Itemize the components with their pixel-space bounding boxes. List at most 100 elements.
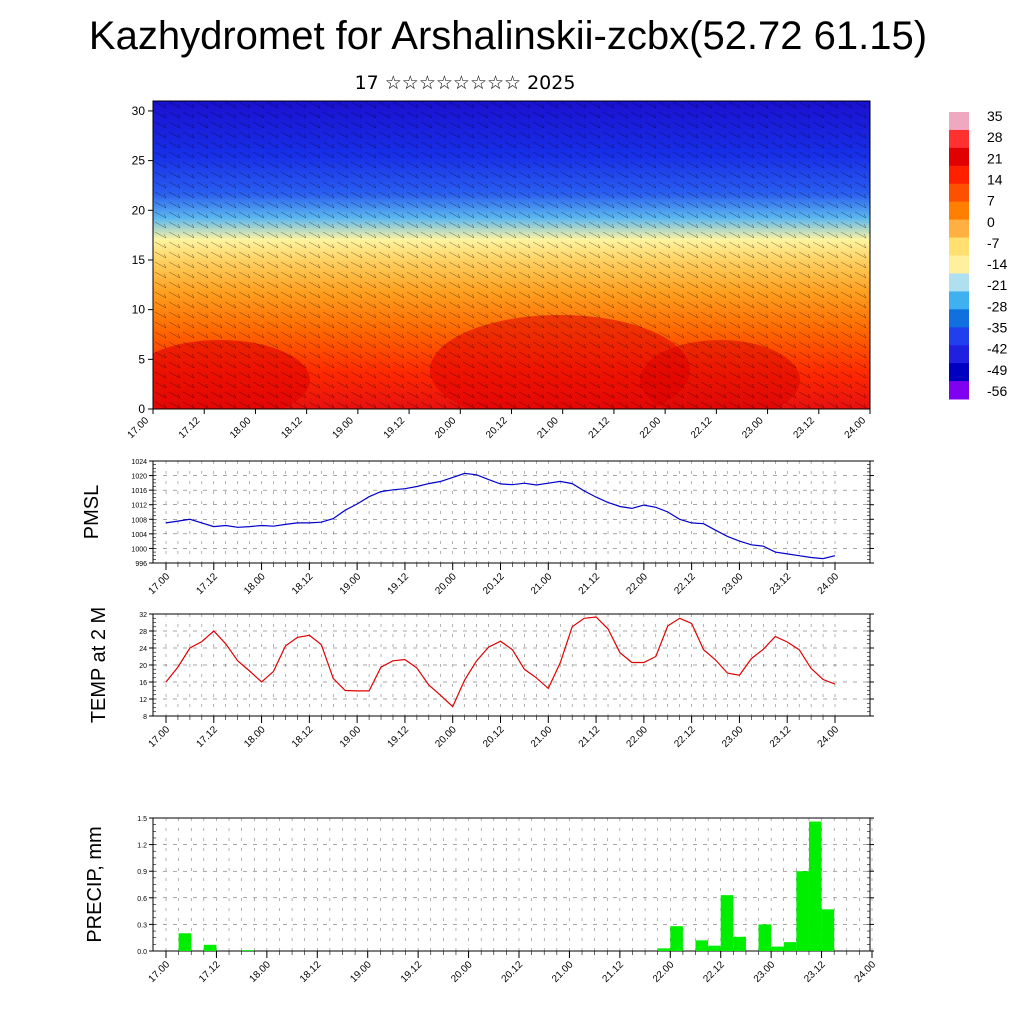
precip-bar	[203, 944, 217, 951]
colorbar-label: 28	[987, 129, 1003, 145]
y-tick-label: 1004	[131, 532, 147, 539]
colorbar-label: -49	[987, 362, 1007, 378]
x-tick-label: 17.00	[147, 959, 173, 985]
colorbar-label: 7	[987, 193, 995, 209]
y-tick-label: 0.6	[137, 896, 147, 903]
y-tick-label: 25	[132, 154, 146, 168]
x-tick-label: 23.12	[802, 959, 828, 985]
colorbar-label: -42	[987, 341, 1007, 357]
x-tick-label: 23.00	[720, 724, 746, 750]
x-tick-label: 17.12	[194, 571, 220, 597]
x-tick-label: 23.00	[720, 571, 746, 597]
x-tick-label: 20.00	[433, 724, 459, 750]
colorbar-label: -7	[987, 235, 1000, 251]
colorbar-swatch	[949, 112, 969, 131]
colorbar-label: 35	[987, 108, 1003, 124]
precip-bar	[670, 926, 683, 951]
colorbar-swatch	[949, 381, 969, 400]
colorbar-swatch	[949, 201, 969, 221]
x-tick-label: 22.00	[625, 724, 651, 750]
colorbar-label: 14	[987, 171, 1003, 187]
x-tick-label: 19.00	[331, 415, 357, 441]
series-line	[165, 472, 836, 560]
page-subtitle: 17 ☆☆☆☆☆☆☆☆ 2025	[354, 72, 576, 94]
colorbar-swatch	[949, 327, 969, 346]
colorbar-label: -28	[987, 298, 1007, 314]
x-tick-label: 20.12	[484, 415, 510, 441]
precip-bar	[708, 945, 721, 951]
x-tick-label: 20.12	[481, 724, 507, 750]
x-tick-label: 18.00	[242, 571, 268, 597]
precip-bar	[720, 895, 734, 951]
x-tick-label: 18.12	[298, 959, 324, 985]
x-tick-label: 22.12	[672, 571, 698, 597]
colorbar-label: 21	[987, 150, 1003, 166]
x-tick-label: 24.00	[816, 571, 842, 597]
y-tick-label: 15	[132, 253, 146, 267]
colorbar-swatch	[949, 219, 969, 239]
precip-bar	[771, 946, 784, 951]
x-tick-label: 21.12	[577, 571, 603, 597]
x-tick-label: 22.00	[625, 571, 651, 597]
colorbar-label: -21	[987, 277, 1007, 293]
y-axis-title: PRECIP, mm	[84, 826, 106, 942]
y-tick-label: 5	[138, 352, 145, 366]
x-tick-label: 18.00	[248, 959, 274, 985]
x-tick-label: 22.00	[638, 415, 664, 441]
x-tick-label: 21.00	[529, 571, 555, 597]
y-tick-label: 1.2	[137, 843, 147, 850]
y-axis-title: TEMP at 2 M	[88, 607, 110, 723]
colorbar-swatch	[949, 237, 969, 256]
y-tick-label: 30	[132, 104, 146, 118]
colorbar-swatch	[949, 165, 969, 185]
x-tick-label: 21.12	[587, 415, 613, 441]
x-tick-label: 21.12	[601, 959, 627, 985]
x-tick-label: 17.12	[197, 959, 223, 985]
precip-bar	[657, 948, 671, 951]
x-tick-label: 19.12	[399, 959, 425, 985]
colorbar-swatch	[949, 273, 969, 292]
x-tick-label: 21.00	[529, 724, 555, 750]
y-tick-label: 24	[139, 646, 147, 653]
y-tick-label: 1020	[131, 474, 147, 481]
precip-bar	[796, 871, 809, 951]
colorbar: 35 28 21 14 7 0 -7 -14 -21 -28 -35 -42 -49 -56	[949, 108, 1007, 400]
y-tick-label: 0.3	[137, 922, 147, 929]
x-tick-label: 22.00	[651, 959, 677, 985]
x-tick-label: 19.00	[338, 571, 364, 597]
precip-bar	[695, 940, 709, 951]
y-tick-label: 1.5	[137, 816, 147, 823]
x-tick-label: 17.12	[194, 724, 220, 750]
colorbar-swatch	[949, 345, 969, 364]
x-tick-label: 21.12	[577, 724, 603, 750]
x-tick-label: 20.12	[481, 571, 507, 597]
x-tick-label: 18.12	[290, 571, 316, 597]
x-tick-label: 19.00	[348, 959, 374, 985]
precip-bar	[783, 942, 797, 951]
y-tick-label: 12	[139, 697, 147, 704]
x-tick-label: 17.12	[177, 415, 203, 441]
precip-bar	[821, 909, 835, 951]
y-tick-label: 28	[139, 629, 147, 636]
page-title: Kazhydromet for Arshalinskii-zcbx(52.72 …	[88, 14, 928, 58]
x-tick-label: 22.12	[701, 959, 727, 985]
colorbar-swatch	[949, 363, 969, 382]
temp-panel: 8 12 16 20 24 28 32 17.00 17.12 18.00 18.12 19.00 19…	[88, 607, 874, 750]
x-tick-label: 20.12	[500, 959, 526, 985]
x-tick-label: 23.12	[768, 571, 794, 597]
x-tick-label: 24.00	[853, 959, 879, 985]
colorbar-swatch	[949, 309, 969, 328]
colorbar-swatch	[949, 291, 969, 310]
x-tick-label: 23.00	[752, 959, 778, 985]
precip-bar	[808, 821, 822, 951]
y-tick-label: 1008	[131, 517, 147, 524]
precip-bar	[178, 933, 192, 951]
panel-frame	[152, 613, 871, 717]
colorbar-swatch	[949, 129, 969, 149]
x-tick-label: 17.00	[147, 571, 173, 597]
y-tick-label: 1000	[131, 546, 147, 553]
colorbar-swatch	[949, 147, 969, 167]
precip-bar	[733, 936, 746, 951]
y-tick-label: 1024	[131, 459, 147, 466]
